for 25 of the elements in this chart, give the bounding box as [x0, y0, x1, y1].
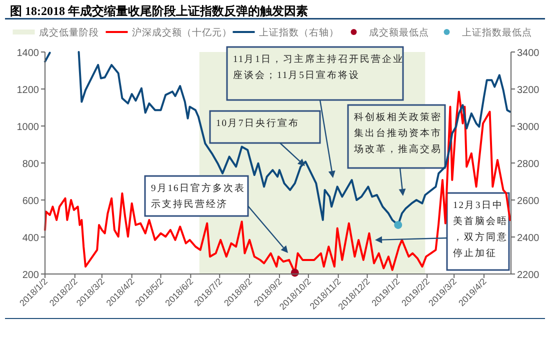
y2-tick-label: 3200 — [517, 85, 540, 96]
legend-label: 上证指数最低点 — [462, 26, 532, 38]
legend-label: 成交低量阶段 — [38, 26, 99, 38]
y2-tick-label: 2200 — [517, 270, 540, 281]
y-tick-label: 400 — [22, 233, 40, 244]
annotation: 12月3日中美首脑会晤，双方同意停止加征 — [453, 199, 508, 259]
legend-label: 成交额最低点 — [368, 26, 429, 38]
annotation: 科创板相关政策密集出台推动资本市场改革，推高交易 — [353, 111, 442, 155]
legend-label: 沪深成交额（十亿元） — [132, 26, 232, 38]
y2-tick-label: 3400 — [517, 48, 540, 59]
y-tick-label: 200 — [22, 270, 40, 281]
y2-tick-label: 2800 — [517, 159, 540, 170]
y2-tick-label: 3000 — [517, 122, 540, 133]
legend-label: 上证指数（右轴） — [258, 26, 339, 38]
annotation: 10月7日央行宣布 — [216, 117, 300, 129]
y-tick-label: 800 — [22, 159, 40, 170]
annotation: 9月16日官方多次表示支持民营经济 — [151, 182, 246, 210]
y2-tick-label: 2400 — [517, 233, 540, 244]
y2-tick-label: 2600 — [517, 196, 540, 207]
y-tick-label: 1000 — [16, 122, 40, 133]
y-tick-label: 600 — [22, 196, 40, 207]
y-tick-label: 1200 — [16, 85, 40, 96]
chart-title: 图 18:2018 年成交缩量收尾阶段上证指数反弹的触发因素 — [10, 4, 308, 18]
y-tick-label: 1400 — [16, 48, 40, 59]
annotation: 11月1日，习主席主持召开民营企业座谈会；11月5日宣布将设 — [233, 53, 404, 81]
